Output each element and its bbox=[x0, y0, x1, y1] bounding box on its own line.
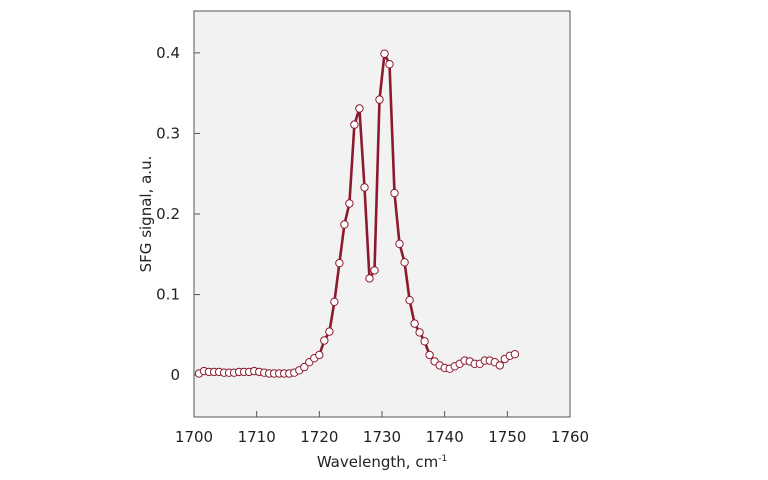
data-point bbox=[415, 328, 424, 337]
axis-ticks: 1700 1710 1720 1730 1740 1750 1760 0 0.1 0.2 0.3 0.… bbox=[156, 44, 589, 446]
data-point bbox=[335, 258, 344, 268]
data-point bbox=[365, 274, 374, 283]
x-axis-label-superscript: -1 bbox=[438, 454, 447, 464]
data-point bbox=[330, 297, 339, 306]
y-tick-label: 0.3 bbox=[156, 124, 180, 142]
y-tick-label: 0.1 bbox=[156, 286, 180, 304]
x-tick-label: 1760 bbox=[551, 428, 589, 446]
data-point bbox=[350, 120, 359, 129]
data-point bbox=[300, 362, 309, 372]
data-point bbox=[425, 350, 434, 360]
data-point bbox=[380, 49, 389, 58]
data-point bbox=[320, 336, 329, 345]
data-point bbox=[510, 350, 520, 359]
x-tick-label: 1700 bbox=[175, 428, 213, 446]
data-point bbox=[385, 59, 394, 69]
y-tick-label: 0 bbox=[170, 366, 180, 384]
x-tick-label: 1750 bbox=[488, 428, 526, 446]
data-point bbox=[405, 296, 414, 305]
data-point bbox=[345, 199, 354, 208]
x-tick-label: 1730 bbox=[363, 428, 401, 446]
data-point bbox=[420, 337, 429, 346]
data-point bbox=[495, 361, 504, 370]
data-point bbox=[325, 327, 334, 336]
x-tick-label: 1710 bbox=[238, 428, 276, 446]
data-point bbox=[390, 188, 399, 198]
y-tick-label: 0.2 bbox=[156, 205, 180, 223]
x-tick-label: 1740 bbox=[426, 428, 464, 446]
x-tick-label: 1720 bbox=[300, 428, 338, 446]
data-point bbox=[410, 319, 419, 328]
data-layer bbox=[194, 49, 520, 378]
y-tick-label: 0.4 bbox=[156, 44, 180, 62]
x-axis-label: Wavelength, cm-1 bbox=[317, 453, 447, 471]
data-point bbox=[400, 258, 409, 267]
data-point bbox=[375, 95, 384, 104]
data-point bbox=[355, 104, 364, 113]
data-point bbox=[315, 350, 324, 360]
y-axis-label: SFG signal, a.u. bbox=[137, 156, 155, 273]
data-point bbox=[370, 266, 379, 275]
data-point bbox=[360, 183, 369, 192]
data-point bbox=[395, 239, 404, 249]
plot-frame bbox=[193, 10, 571, 418]
data-point bbox=[340, 220, 349, 229]
